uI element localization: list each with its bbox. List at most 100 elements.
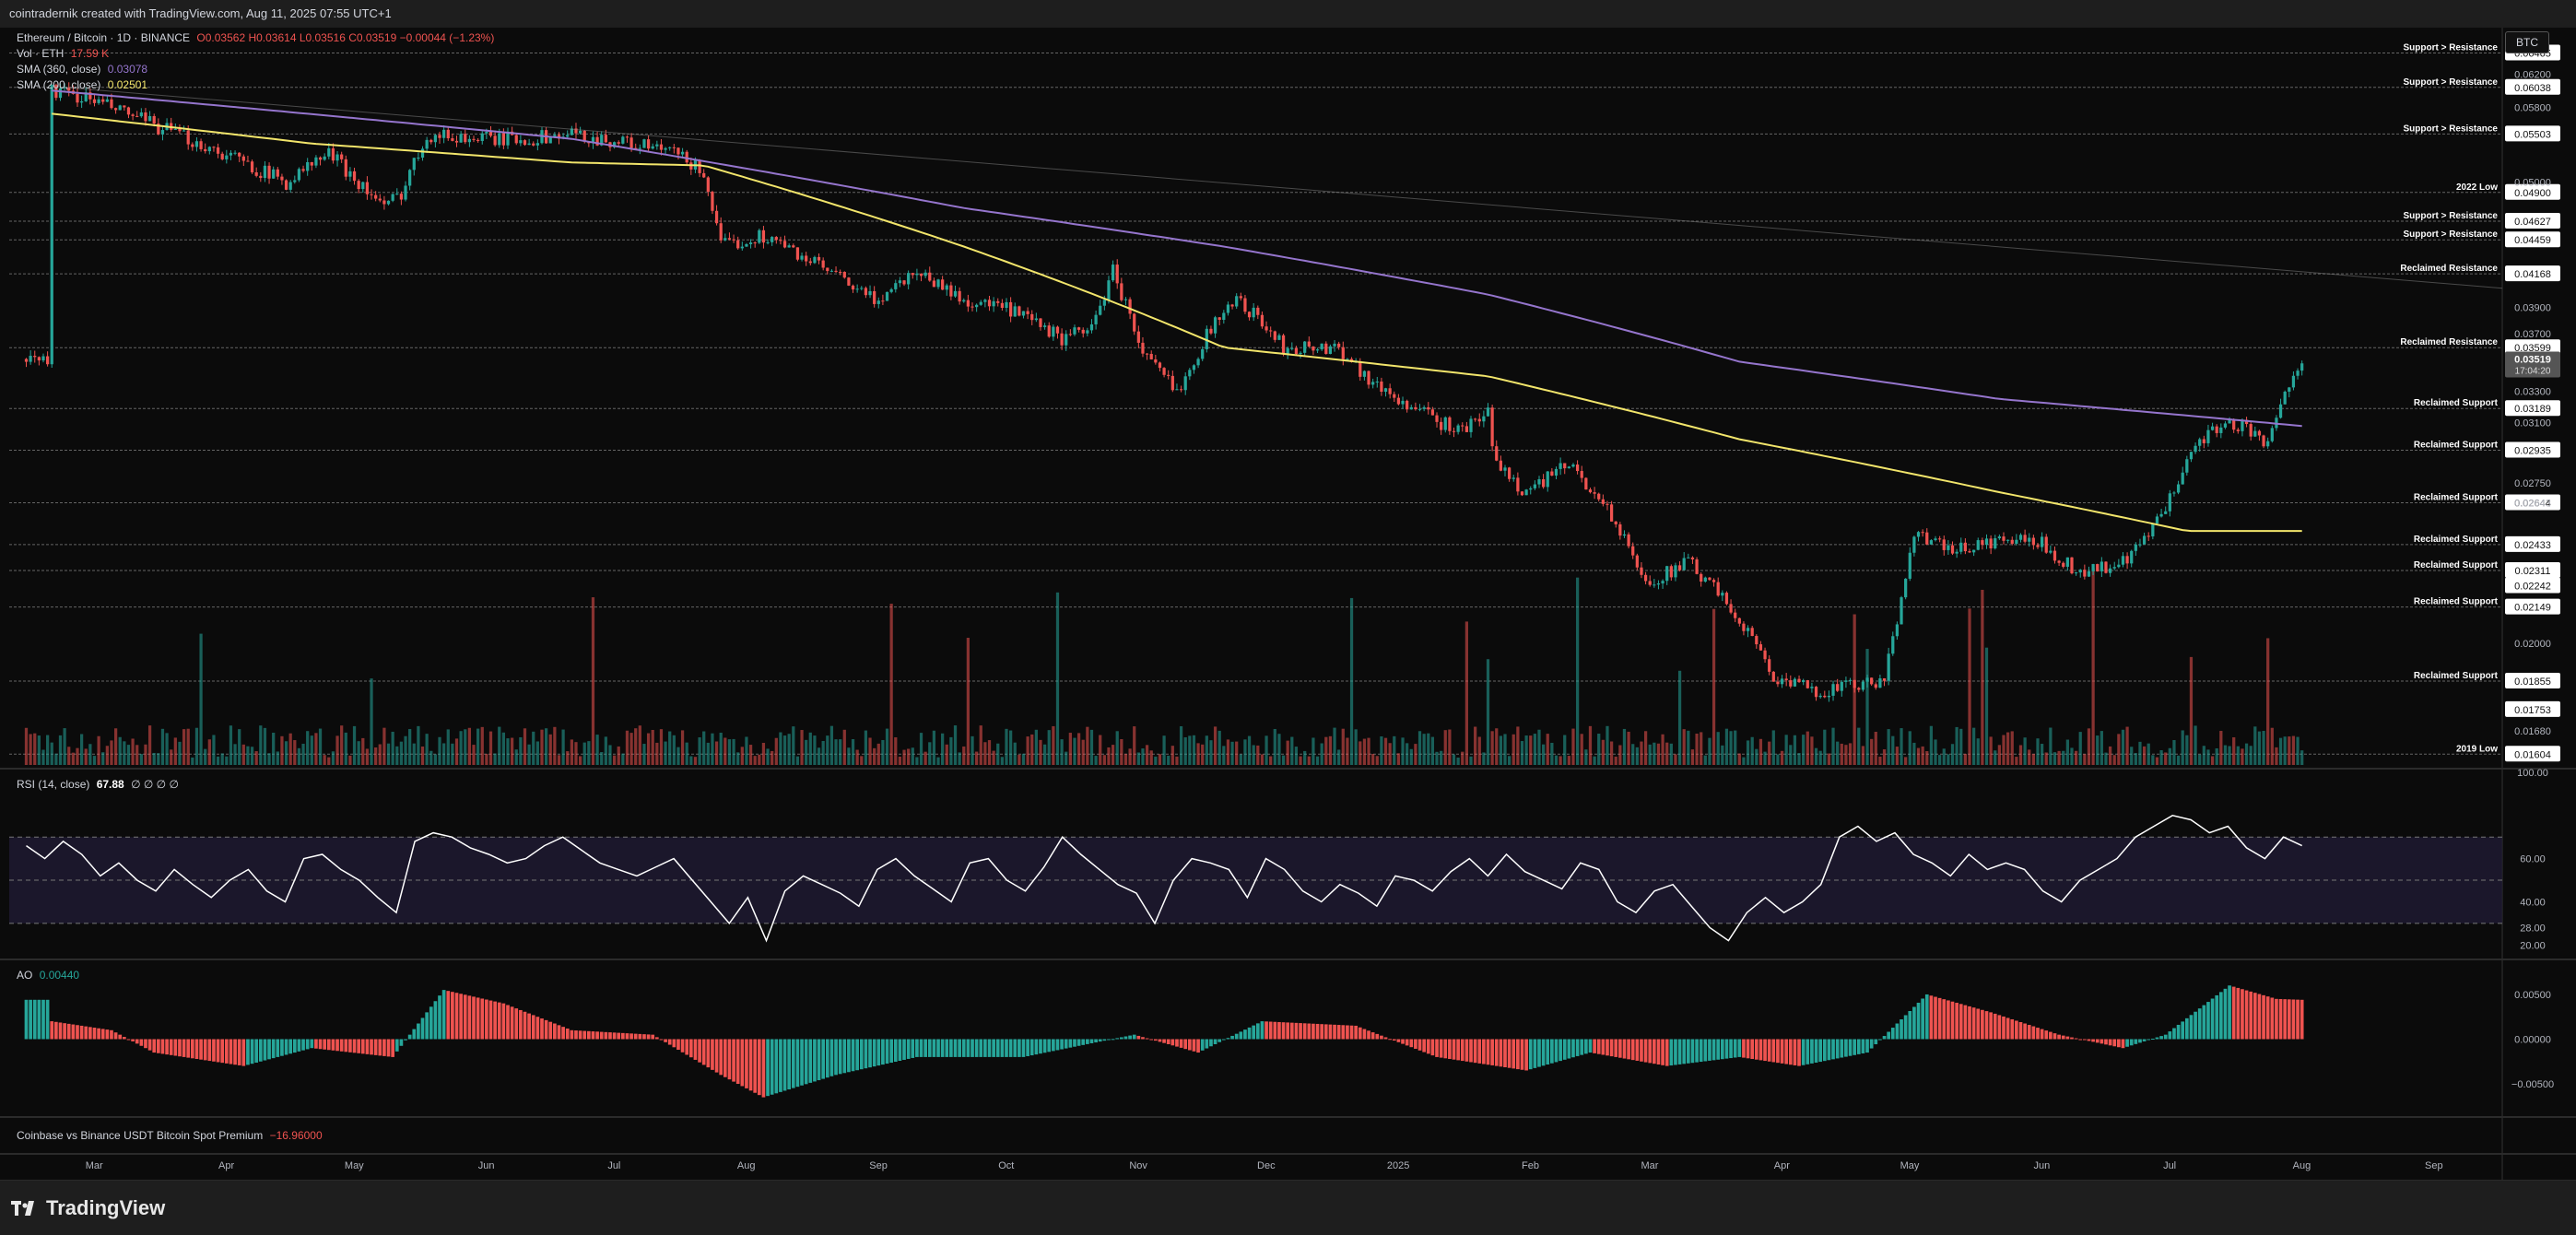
volume-bar <box>429 750 433 765</box>
ao-bar <box>2172 1028 2176 1040</box>
ao-bar <box>1341 1025 1346 1040</box>
volume-bar <box>2257 731 2262 765</box>
candle <box>1269 330 1273 332</box>
candle <box>105 99 109 102</box>
candle <box>1486 407 1490 417</box>
candle <box>92 99 97 103</box>
ao-bar <box>1840 1039 1844 1058</box>
candle <box>293 180 297 182</box>
ao-bar <box>1690 1039 1695 1064</box>
volume-bar <box>544 728 548 765</box>
volume-bar <box>634 728 638 765</box>
volume-bar <box>2198 754 2202 765</box>
ao-bar <box>523 1011 527 1040</box>
volume-bar <box>1461 751 1464 765</box>
ao-bar <box>118 1034 123 1040</box>
ao-bar <box>1908 1010 1912 1040</box>
candle <box>327 147 331 157</box>
candle <box>2057 560 2061 563</box>
candle <box>1303 341 1307 353</box>
ao-bar <box>1528 1039 1533 1070</box>
tradingview-logo[interactable]: TradingView <box>11 1195 165 1221</box>
candle <box>1665 566 1669 582</box>
candle <box>50 85 53 365</box>
candle <box>736 240 740 249</box>
candle <box>1099 305 1102 315</box>
legend-vol-label: Vol · ETH <box>17 47 65 60</box>
candle <box>186 130 190 145</box>
candle <box>267 165 271 179</box>
volume-bar <box>314 733 318 765</box>
volume-bar <box>1354 729 1358 765</box>
ao-bar <box>1307 1023 1312 1040</box>
ao-bar <box>748 1039 753 1091</box>
candle <box>966 300 970 307</box>
ao-bar <box>451 992 454 1040</box>
volume-bar <box>263 727 267 765</box>
ao-bar <box>1878 1039 1882 1041</box>
candle <box>1554 468 1559 476</box>
ao-bar <box>110 1029 113 1040</box>
level-price-tag <box>2505 561 2560 578</box>
candle <box>1695 559 1699 574</box>
ao-bar <box>1559 1039 1562 1062</box>
volume-bar <box>1179 726 1183 765</box>
candle <box>399 194 404 200</box>
time-axis-tick: Apr <box>1774 1160 1790 1171</box>
volume-bar <box>2300 750 2304 765</box>
volume-bar <box>1784 735 1788 765</box>
ao-bar <box>190 1039 194 1059</box>
ao-bar <box>2176 1024 2181 1040</box>
ao-bar <box>2236 987 2241 1040</box>
volume-bar <box>1183 736 1187 765</box>
volume-bar <box>1963 753 1968 765</box>
ao-bar <box>1627 1039 1630 1060</box>
candle <box>2031 537 2035 546</box>
volume-bar <box>357 741 360 765</box>
currency-button[interactable]: BTC <box>2505 31 2549 53</box>
candle <box>199 141 203 149</box>
volume-bar <box>651 729 654 765</box>
ao-bar <box>105 1029 110 1040</box>
volume-bar <box>1797 753 1801 765</box>
candle <box>2028 537 2031 542</box>
level-label: Reclaimed Support <box>2414 535 2499 545</box>
ao-bar <box>2197 1008 2202 1040</box>
candle <box>1870 677 1874 685</box>
candle <box>1810 687 1814 688</box>
volume-bar <box>1618 745 1622 765</box>
volume-bar <box>476 728 480 765</box>
volume-bar <box>1239 754 1242 765</box>
ao-bar <box>399 1039 404 1046</box>
volume-bar <box>2117 734 2121 765</box>
volume-bar <box>1938 755 1942 765</box>
candle <box>1102 300 1106 306</box>
ao-bar <box>1617 1039 1622 1058</box>
candle <box>2044 536 2048 553</box>
volume-bar <box>2296 736 2300 765</box>
current-price-text: 0.03519 <box>2514 354 2551 365</box>
volume-bar <box>2219 731 2223 765</box>
candle <box>2189 452 2194 460</box>
volume-bar <box>2155 757 2159 765</box>
ao-bar <box>1243 1029 1247 1040</box>
volume-bar <box>1115 731 1119 765</box>
ao-bar <box>915 1039 919 1057</box>
volume-bar <box>1120 738 1123 765</box>
candle <box>1950 545 1955 554</box>
volume-bar <box>2044 752 2048 765</box>
ao-bar <box>1383 1037 1388 1040</box>
candle <box>33 356 37 358</box>
header-title: cointradernik created with TradingView.c… <box>9 6 392 20</box>
ao-bar <box>1524 1039 1528 1071</box>
volume-bar <box>860 756 864 765</box>
candle <box>365 182 370 194</box>
candle <box>331 147 335 161</box>
candle <box>1601 499 1605 504</box>
volume-bar <box>945 744 948 765</box>
ao-bar <box>688 1039 693 1058</box>
ao-bar <box>1132 1034 1136 1040</box>
candle <box>160 130 165 135</box>
ao-bar <box>1060 1039 1064 1050</box>
